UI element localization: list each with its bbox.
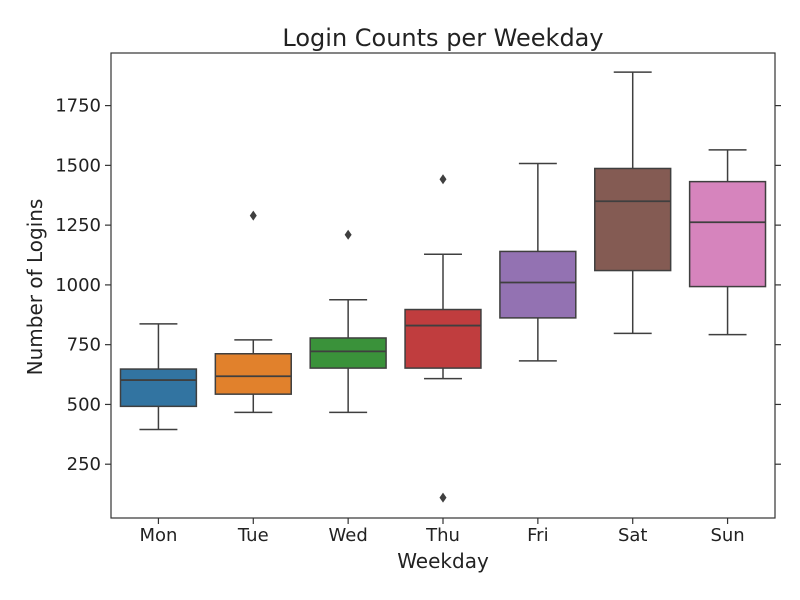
y-tick-label: 250 [67, 454, 101, 475]
y-tick-label: 1500 [55, 155, 101, 176]
x-tick-label: Sun [710, 525, 744, 546]
chart-title: Login Counts per Weekday [282, 24, 603, 52]
outlier-marker [439, 174, 447, 185]
y-tick-label: 1000 [55, 275, 101, 296]
y-tick-label: 1250 [55, 215, 101, 236]
y-axis-label: Number of Logins [23, 199, 47, 376]
outlier-marker [249, 210, 257, 221]
outlier-marker [439, 492, 447, 503]
iqr-box [309, 337, 387, 369]
x-tick-label: Fri [527, 525, 548, 546]
box-sun [688, 149, 767, 336]
box-tue [214, 210, 292, 414]
x-tick-label: Tue [237, 525, 269, 546]
y-tick-label: 500 [67, 394, 101, 415]
x-axis-label: Weekday [397, 549, 489, 573]
iqr-box [119, 368, 198, 408]
box-thu [404, 174, 482, 503]
box-sat [594, 71, 672, 335]
iqr-box [594, 167, 672, 272]
iqr-box [688, 180, 767, 288]
y-tick-label: 1750 [55, 96, 101, 117]
iqr-box [404, 308, 482, 369]
x-tick-label: Thu [425, 525, 460, 546]
x-tick-label: Sat [618, 525, 648, 546]
box-mon [119, 323, 198, 431]
box-wed [309, 229, 387, 414]
x-tick-label: Wed [329, 525, 368, 546]
plot-area [119, 71, 767, 503]
y-axis: 250 500 750 1000 1250 1500 1750 [55, 96, 781, 475]
box-fri [499, 162, 577, 362]
x-tick-label: Mon [139, 525, 177, 546]
iqr-box [499, 250, 577, 319]
x-axis: Mon Tue Wed Thu Fri Sat Sun [139, 518, 745, 546]
iqr-box [214, 353, 292, 395]
y-tick-label: 750 [67, 335, 101, 356]
outlier-marker [344, 229, 352, 240]
